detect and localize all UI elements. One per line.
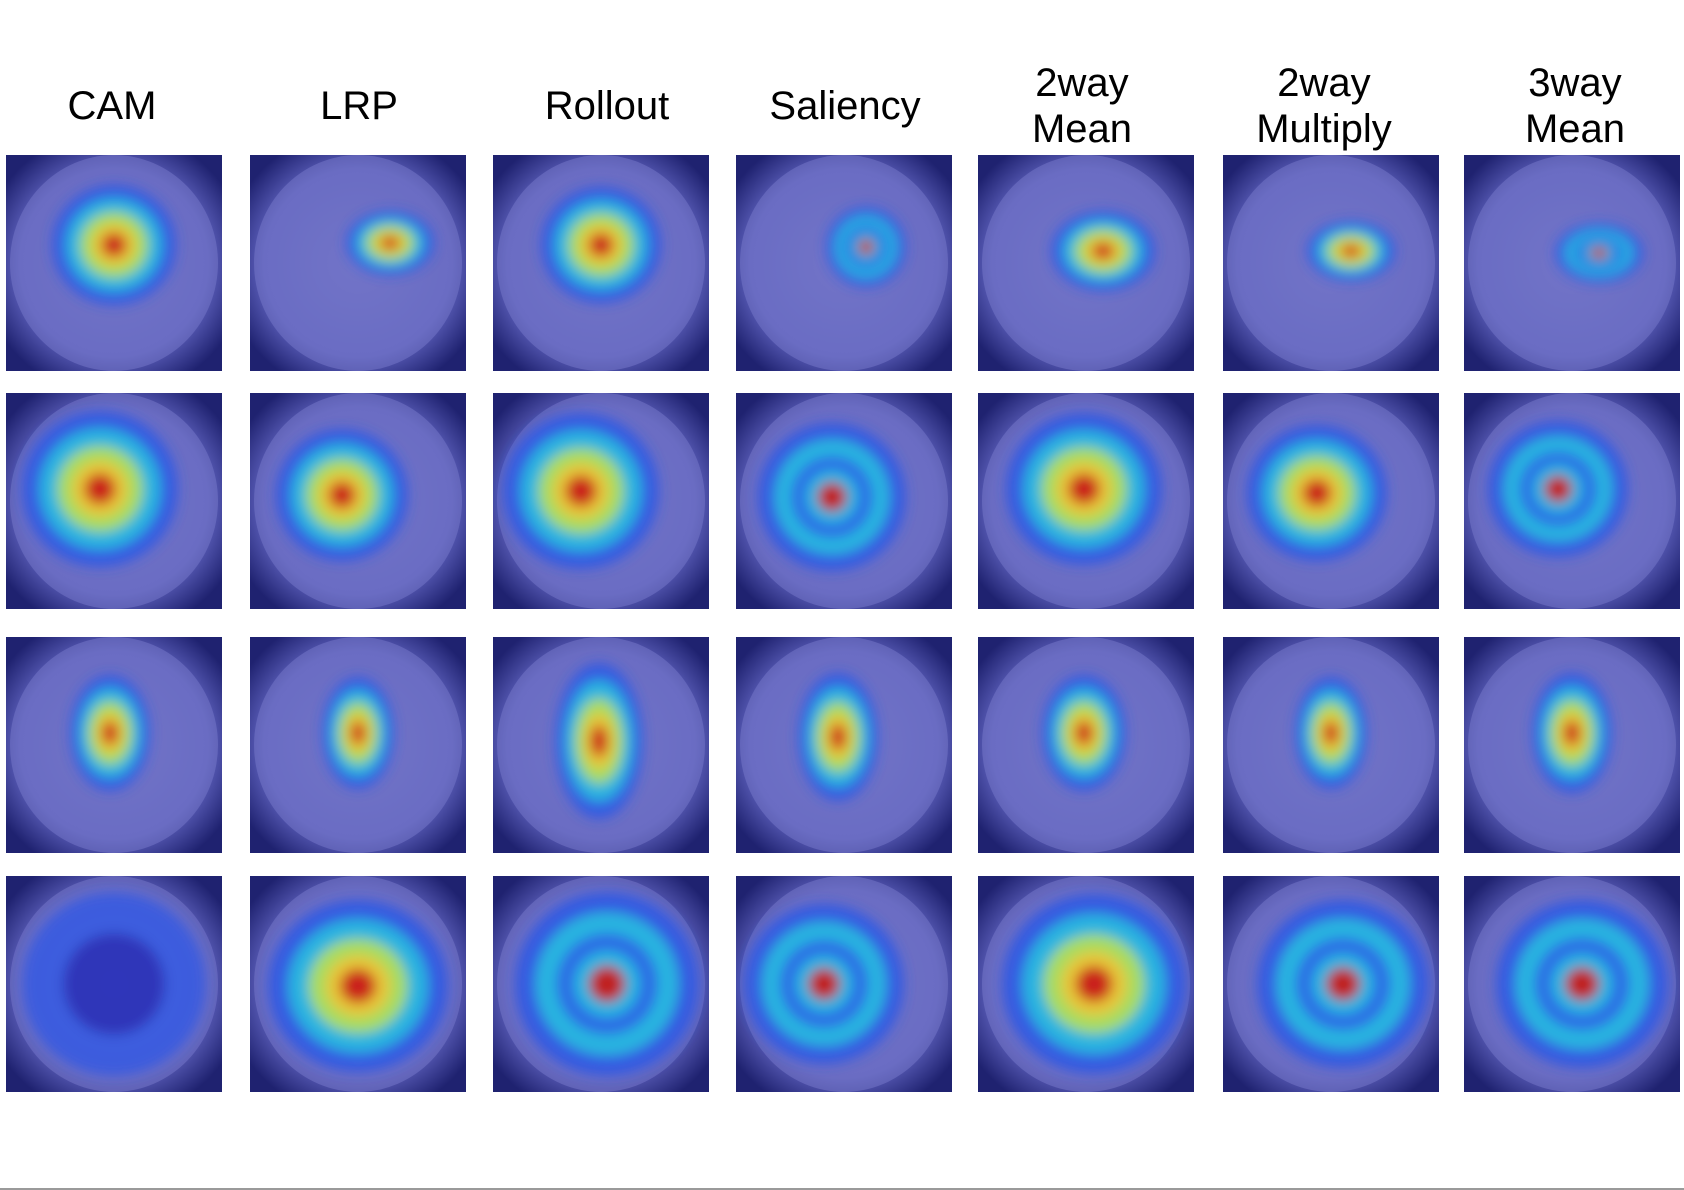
heatmap-panel-2way-mean-row1 [978,155,1194,371]
column-header-3way-mean: 3way Mean [1524,61,1626,151]
heatmap-panel-saliency-row2 [736,393,952,609]
heatmap-panel-3way-mean-row4 [1464,876,1680,1092]
heatmap-panel-cam-row2 [6,393,222,609]
heatmap-panel-2way-mean-row3 [978,637,1194,853]
heatmap-panel-cam-row4 [6,876,222,1092]
column-header-rollout: Rollout [544,84,670,128]
heatmap-panel-2way-multiply-row4 [1223,876,1439,1092]
heatmap-panel-cam-row1 [6,155,222,371]
heatmap-panel-rollout-row3 [493,637,709,853]
heatmap-panel-saliency-row3 [736,637,952,853]
heatmap-panel-2way-multiply-row1 [1223,155,1439,371]
heatmap-panel-lrp-row2 [250,393,466,609]
heatmap-panel-saliency-row1 [736,155,952,371]
column-header-2way-multiply: 2way Multiply [1256,61,1392,151]
heatmap-panel-2way-mean-row2 [978,393,1194,609]
column-header-saliency: Saliency [769,84,921,128]
heatmap-panel-2way-multiply-row2 [1223,393,1439,609]
heatmap-panel-rollout-row2 [493,393,709,609]
heatmap-panel-3way-mean-row1 [1464,155,1680,371]
column-header-lrp: LRP [320,84,398,128]
heatmap-panel-rollout-row1 [493,155,709,371]
heatmap-panel-3way-mean-row2 [1464,393,1680,609]
heatmap-panel-2way-multiply-row3 [1223,637,1439,853]
heatmap-panel-3way-mean-row3 [1464,637,1680,853]
heatmap-panel-rollout-row4 [493,876,709,1092]
heatmap-panel-cam-row3 [6,637,222,853]
column-header-cam: CAM [67,84,157,128]
column-header-2way-mean: 2way Mean [1031,61,1133,151]
heatmap-panel-2way-mean-row4 [978,876,1194,1092]
heatmap-panel-saliency-row4 [736,876,952,1092]
bottom-rule [0,1188,1684,1190]
heatmap-panel-lrp-row4 [250,876,466,1092]
heatmap-panel-lrp-row1 [250,155,466,371]
heatmap-panel-lrp-row3 [250,637,466,853]
